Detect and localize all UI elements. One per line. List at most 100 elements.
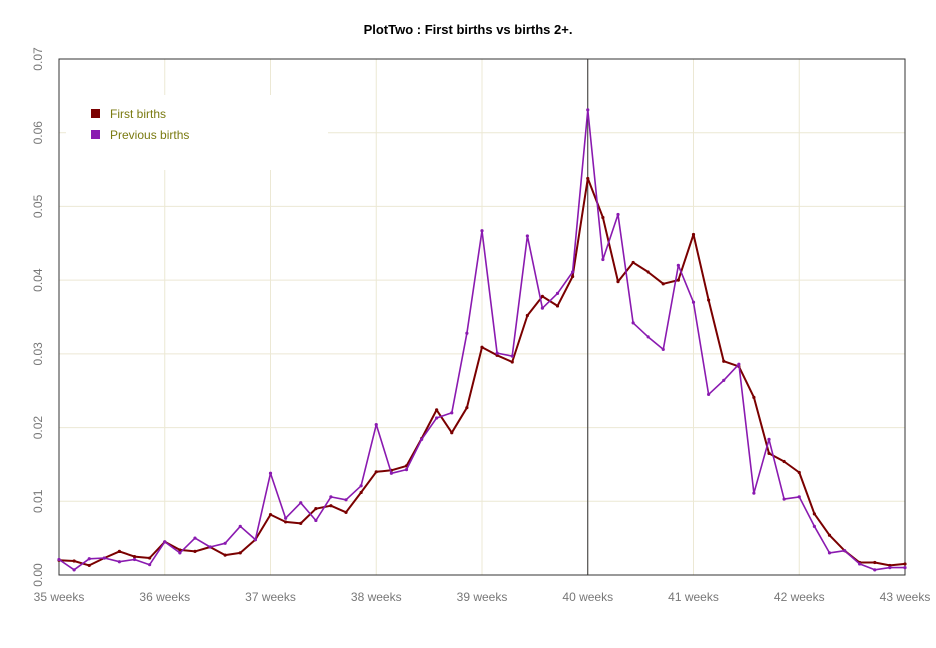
- data-point: [707, 392, 711, 396]
- data-point: [525, 234, 529, 238]
- grid-lines: [59, 59, 905, 575]
- data-point: [707, 298, 711, 302]
- data-point: [540, 294, 544, 298]
- data-point: [797, 495, 801, 499]
- data-point: [510, 360, 514, 364]
- data-point: [571, 270, 575, 274]
- x-tick-label: 36 weeks: [139, 590, 190, 604]
- data-point: [480, 345, 484, 349]
- data-point: [404, 467, 409, 472]
- data-point: [314, 507, 318, 511]
- y-axis-tick-labels: 0.00 0.01 0.02 0.03 0.04 0.05 0.06 0.07: [31, 47, 45, 587]
- data-point: [586, 108, 590, 112]
- data-point: [827, 533, 832, 537]
- data-point: [555, 304, 560, 308]
- data-point: [284, 520, 288, 524]
- y-tick-label: 0.03: [31, 342, 45, 366]
- data-point: [616, 280, 620, 284]
- y-tick-label: 0.05: [31, 194, 45, 218]
- data-point: [57, 557, 61, 562]
- data-point: [268, 512, 273, 517]
- data-point: [117, 560, 121, 564]
- data-point: [193, 549, 197, 554]
- x-tick-label: 37 weeks: [245, 590, 296, 604]
- legend: First births Previous births: [91, 107, 189, 142]
- data-point: [329, 504, 333, 508]
- data-point: [586, 176, 590, 181]
- data-point: [87, 557, 91, 561]
- data-point: [465, 331, 469, 335]
- x-tick-label: 35 weeks: [34, 590, 85, 604]
- y-tick-label: 0.02: [31, 416, 45, 440]
- data-point: [571, 274, 575, 279]
- data-point: [480, 229, 484, 233]
- data-point: [691, 300, 696, 304]
- data-point: [495, 351, 499, 355]
- data-point: [601, 215, 605, 220]
- data-point: [435, 408, 439, 412]
- data-point: [374, 470, 378, 474]
- legend-label: First births: [110, 107, 166, 121]
- data-point: [661, 347, 665, 352]
- data-point: [344, 510, 348, 514]
- series-lines: [57, 108, 907, 572]
- data-point: [72, 559, 76, 563]
- data-point: [299, 521, 303, 526]
- data-point: [420, 437, 424, 441]
- data-point: [148, 556, 152, 560]
- y-tick-label: 0.07: [31, 47, 45, 71]
- data-point: [178, 551, 182, 555]
- data-point: [329, 495, 333, 499]
- data-point: [359, 484, 363, 488]
- y-tick-label: 0.00: [31, 563, 45, 587]
- data-point: [495, 353, 499, 357]
- data-point: [722, 378, 726, 382]
- data-point: [148, 563, 152, 567]
- data-point: [646, 335, 650, 339]
- chart-title: PlotTwo : First births vs births 2+.: [363, 22, 573, 37]
- data-point: [858, 562, 862, 566]
- data-point: [72, 568, 76, 572]
- data-point: [752, 491, 756, 495]
- data-point: [450, 411, 454, 415]
- data-point: [223, 541, 227, 545]
- data-point: [299, 501, 303, 505]
- data-point: [722, 359, 726, 363]
- y-tick-label: 0.06: [31, 121, 45, 145]
- data-point: [737, 362, 741, 366]
- data-point: [661, 282, 665, 286]
- data-point: [389, 471, 393, 475]
- data-point: [555, 291, 560, 296]
- data-point: [132, 557, 137, 562]
- x-tick-label: 38 weeks: [351, 590, 402, 604]
- data-point: [646, 270, 650, 274]
- data-point: [631, 321, 635, 325]
- data-point: [767, 451, 771, 455]
- data-point: [797, 470, 801, 475]
- data-point: [132, 554, 137, 559]
- data-point: [344, 498, 348, 502]
- data-point: [873, 568, 877, 572]
- data-point: [102, 556, 106, 560]
- data-point: [223, 553, 227, 557]
- plot-area-frame: [58, 58, 906, 576]
- data-point: [359, 490, 363, 495]
- x-tick-label: 42 weeks: [774, 590, 825, 604]
- data-point: [314, 518, 318, 523]
- data-point: [812, 524, 816, 528]
- data-point: [827, 551, 832, 555]
- x-tick-label: 39 weeks: [457, 590, 508, 604]
- data-point: [450, 431, 454, 435]
- data-point: [873, 560, 877, 565]
- data-point: [888, 566, 892, 570]
- data-point: [163, 540, 167, 544]
- data-point: [601, 257, 605, 262]
- data-point: [193, 536, 197, 540]
- x-axis-tick-labels: 35 weeks 36 weeks 37 weeks 38 weeks 39 weeks…: [34, 590, 931, 604]
- data-point: [812, 512, 816, 516]
- data-point: [782, 497, 786, 501]
- data-point: [435, 416, 439, 420]
- data-point: [178, 548, 182, 552]
- data-point: [903, 562, 907, 566]
